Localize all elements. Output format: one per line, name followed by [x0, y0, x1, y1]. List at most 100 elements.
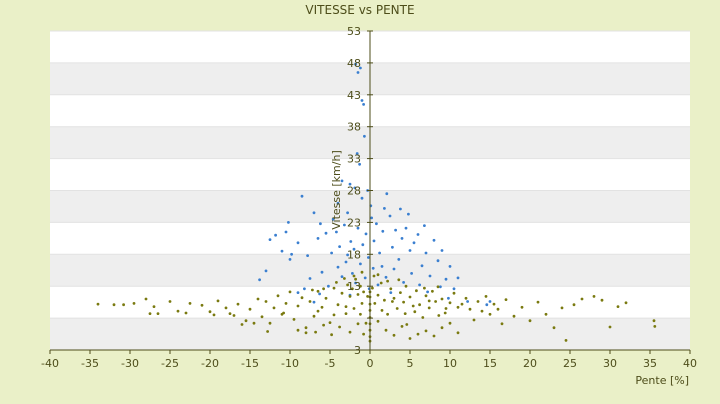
olive-point	[480, 309, 484, 313]
blue-point	[397, 258, 401, 261]
blue-point	[331, 217, 335, 221]
olive-point	[148, 312, 152, 315]
blue-point	[399, 207, 402, 211]
olive-point	[572, 303, 576, 307]
olive-point	[122, 303, 125, 307]
olive-point	[272, 306, 276, 310]
olive-point	[423, 286, 426, 290]
blue-point	[340, 275, 344, 278]
olive-point	[440, 326, 444, 330]
blue-point	[488, 300, 492, 303]
olive-point	[208, 310, 212, 314]
blue-point	[432, 238, 436, 242]
olive-point	[364, 321, 368, 325]
olive-point	[528, 319, 532, 323]
blue-point	[355, 152, 359, 155]
blue-point	[447, 296, 450, 300]
blue-point	[456, 276, 460, 280]
olive-point	[431, 289, 434, 293]
blue-point	[258, 278, 261, 282]
y-tick-label: 43	[347, 89, 361, 102]
olive-point	[624, 301, 628, 305]
olive-point	[391, 300, 394, 303]
olive-point	[276, 294, 280, 298]
olive-point	[336, 303, 340, 307]
olive-point	[316, 309, 320, 313]
olive-point	[432, 334, 436, 338]
olive-point	[296, 304, 300, 308]
blue-point	[340, 179, 344, 183]
blue-point	[268, 238, 272, 242]
olive-point	[348, 330, 352, 334]
blue-point	[361, 243, 365, 247]
olive-point	[176, 309, 180, 313]
olive-point	[188, 302, 192, 305]
olive-point	[476, 300, 480, 303]
x-tick-label: 35	[643, 357, 657, 370]
x-tick-label: -30	[121, 357, 139, 370]
y-tick-label: 33	[347, 153, 361, 166]
olive-point	[264, 300, 268, 303]
blue-point	[336, 201, 340, 205]
olive-point	[371, 286, 374, 290]
olive-point	[386, 312, 389, 316]
blue-point	[410, 272, 413, 275]
olive-point	[256, 297, 260, 301]
olive-point	[132, 302, 136, 305]
blue-point	[371, 266, 375, 270]
olive-point	[96, 302, 100, 306]
olive-point	[322, 287, 325, 291]
blue-point	[375, 222, 378, 226]
blue-point	[324, 231, 328, 235]
blue-point	[356, 226, 360, 230]
olive-point	[392, 296, 396, 300]
olive-point	[504, 298, 508, 301]
olive-point	[472, 318, 476, 322]
olive-point	[492, 302, 496, 306]
olive-point	[400, 325, 404, 328]
olive-point	[448, 321, 452, 325]
olive-point	[437, 314, 441, 317]
blue-point	[360, 99, 364, 102]
olive-point	[418, 303, 421, 307]
blue-point	[428, 274, 432, 278]
olive-point	[328, 321, 332, 324]
olive-point	[340, 291, 344, 295]
olive-point	[372, 274, 376, 278]
olive-point	[552, 326, 556, 330]
blue-point	[394, 228, 397, 232]
blue-point	[354, 62, 357, 66]
x-tick-label: -25	[161, 357, 179, 370]
blue-point	[364, 232, 368, 236]
olive-point	[427, 299, 431, 303]
blue-point	[360, 196, 364, 200]
blue-point	[384, 275, 388, 279]
olive-point	[224, 306, 228, 310]
blue-point	[426, 290, 429, 294]
olive-point	[352, 274, 356, 278]
olive-point	[564, 339, 568, 342]
olive-point	[304, 326, 308, 330]
blue-point	[362, 103, 365, 106]
olive-point	[354, 277, 357, 281]
olive-point	[244, 319, 248, 323]
blue-point	[381, 229, 385, 233]
blue-point	[356, 71, 360, 74]
blue-point	[412, 241, 416, 245]
blue-point	[404, 226, 408, 230]
blue-point	[440, 249, 444, 252]
olive-point	[448, 301, 452, 305]
blue-point	[358, 162, 361, 166]
blue-point	[383, 207, 386, 210]
y-tick-label: 23	[347, 216, 361, 229]
olive-point	[443, 311, 447, 315]
blue-point	[351, 272, 354, 275]
olive-point	[424, 294, 428, 298]
olive-point	[399, 291, 402, 294]
olive-point	[452, 291, 456, 295]
olive-point	[380, 309, 384, 312]
olive-point	[408, 295, 412, 299]
olive-point	[580, 297, 584, 301]
olive-point	[392, 333, 396, 337]
